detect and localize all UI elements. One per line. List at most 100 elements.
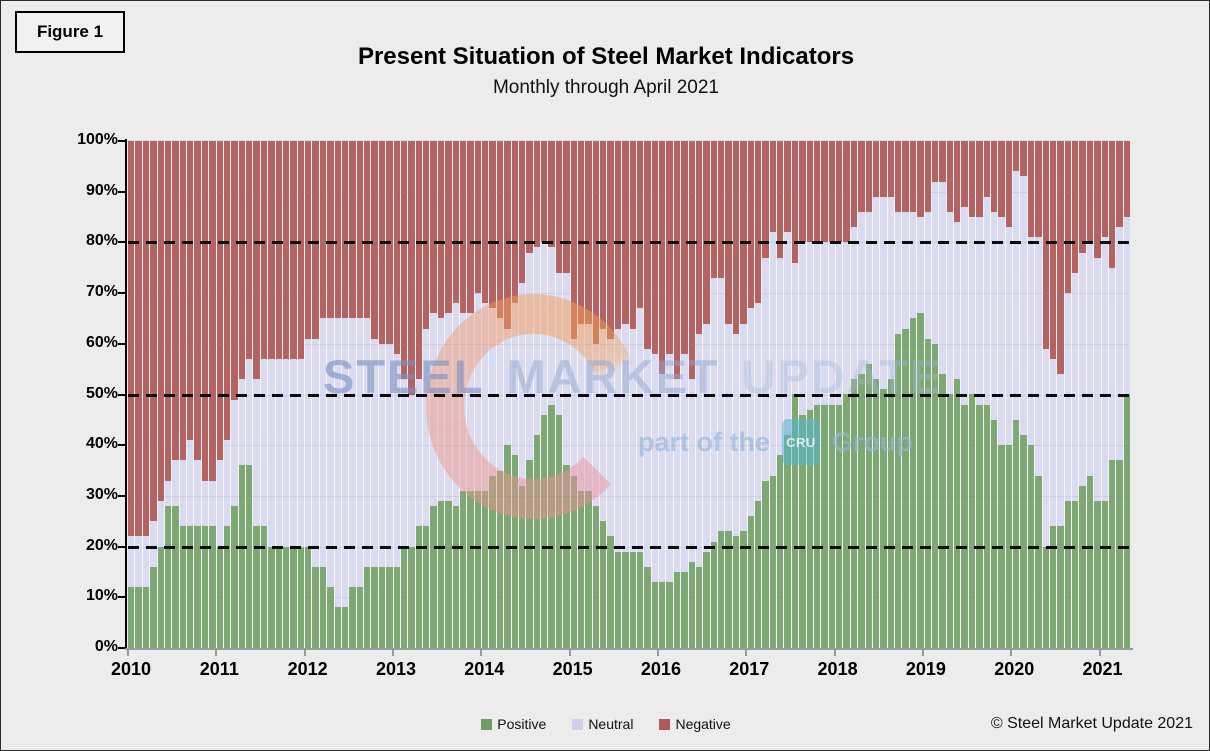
bar-2010-01	[128, 141, 135, 648]
bar-2017-07	[791, 141, 799, 648]
bar-2018-09	[895, 141, 902, 648]
bar-2014-07	[526, 141, 533, 648]
bar-2020-06	[1049, 141, 1057, 648]
bar-2017-08	[799, 141, 806, 648]
bar-2018-05	[865, 141, 872, 648]
bar-2013-04	[415, 141, 422, 648]
y-label-20: 20%	[85, 536, 118, 554]
x-tick-2021	[1098, 650, 1101, 656]
y-tick-80	[118, 241, 125, 244]
bar-2021-01	[1101, 141, 1108, 648]
bar-2015-09	[629, 141, 636, 648]
copyright-text: © Steel Market Update 2021	[990, 715, 1193, 732]
bar-2018-07	[880, 141, 887, 648]
bar-2013-10	[459, 141, 467, 648]
bar-2015-02	[577, 141, 585, 648]
bar-2011-01	[216, 141, 223, 648]
positive-swatch-icon	[481, 718, 493, 730]
bar-2010-02	[135, 141, 142, 648]
y-tick-10	[118, 596, 125, 599]
y-label-80: 80%	[85, 232, 118, 250]
bar-2012-09	[364, 141, 371, 648]
y-tick-30	[118, 494, 125, 497]
bar-2018-04	[858, 141, 865, 648]
bar-2011-12	[297, 141, 304, 648]
bar-chart-plot	[128, 141, 1130, 648]
bar-2019-11	[998, 141, 1005, 648]
bar-2021-04	[1123, 141, 1130, 648]
bar-2012-07	[349, 141, 356, 648]
bar-2016-08	[710, 141, 717, 648]
bar-2013-02	[400, 141, 408, 648]
bar-2016-11	[732, 141, 740, 648]
x-tick-2017	[745, 650, 748, 656]
bar-2018-08	[887, 141, 894, 648]
bar-2019-03	[939, 141, 946, 648]
bar-2018-12	[917, 141, 924, 648]
bar-2017-01	[747, 141, 754, 648]
bar-2011-02	[223, 141, 231, 648]
bar-2014-05	[511, 141, 518, 648]
bar-2010-08	[179, 141, 186, 648]
bar-2017-09	[806, 141, 813, 648]
x-tick-2013	[391, 650, 394, 656]
x-tick-2014	[480, 650, 483, 656]
bar-2016-07	[703, 141, 710, 648]
bar-2021-03	[1116, 141, 1123, 648]
bar-2014-03	[496, 141, 504, 648]
y-label-100: 100%	[77, 131, 118, 148]
negative-swatch-icon	[659, 718, 671, 730]
bar-2020-04	[1035, 141, 1042, 648]
bar-2020-02	[1020, 141, 1027, 648]
bar-2015-04	[592, 141, 599, 648]
bar-2012-11	[378, 141, 386, 648]
x-axis-line	[125, 648, 1133, 650]
x-tick-2011	[215, 650, 218, 656]
y-label-50: 50%	[85, 384, 118, 402]
bar-2012-10	[371, 141, 378, 648]
bar-2014-09	[541, 141, 548, 648]
legend-label-neutral: Neutral	[588, 716, 634, 732]
bar-2020-12	[1094, 141, 1101, 648]
bar-2011-04	[238, 141, 245, 648]
bar-2013-05	[423, 141, 430, 648]
bar-2014-11	[555, 141, 563, 648]
y-tick-20	[118, 545, 125, 548]
bar-2017-03	[762, 141, 769, 648]
bar-2013-09	[452, 141, 459, 648]
bar-2012-08	[356, 141, 363, 648]
x-tick-2016	[656, 650, 659, 656]
bar-2020-11	[1086, 141, 1094, 648]
y-tick-70	[118, 292, 125, 295]
bar-2015-12	[651, 141, 658, 648]
bar-2012-02	[312, 141, 319, 648]
y-tick-50	[118, 393, 125, 396]
bar-2018-03	[850, 141, 858, 648]
x-label-2017: 2017	[729, 659, 770, 679]
bar-2010-10	[194, 141, 201, 648]
bar-2011-10	[282, 141, 290, 648]
bar-2018-02	[843, 141, 850, 648]
bar-2010-05	[157, 141, 164, 648]
bar-2019-08	[976, 141, 983, 648]
bar-2015-08	[622, 141, 629, 648]
y-label-10: 10%	[85, 587, 118, 605]
bar-2013-06	[430, 141, 437, 648]
bar-2017-05	[777, 141, 784, 648]
bar-2011-05	[246, 141, 253, 648]
bar-2020-01	[1013, 141, 1020, 648]
bar-2018-06	[872, 141, 880, 648]
bar-2012-06	[341, 141, 349, 648]
bar-2016-05	[688, 141, 695, 648]
bar-2013-12	[474, 141, 481, 648]
bar-2013-01	[393, 141, 400, 648]
bar-2011-08	[268, 141, 275, 648]
bar-2015-01	[570, 141, 577, 648]
legend-label-positive: Positive	[497, 716, 547, 732]
x-label-2014: 2014	[464, 659, 505, 679]
bar-2017-10	[813, 141, 821, 648]
bar-2017-02	[754, 141, 762, 648]
legend-item-neutral: Neutral	[572, 716, 633, 732]
chart-title: Present Situation of Steel Market Indica…	[357, 43, 855, 70]
